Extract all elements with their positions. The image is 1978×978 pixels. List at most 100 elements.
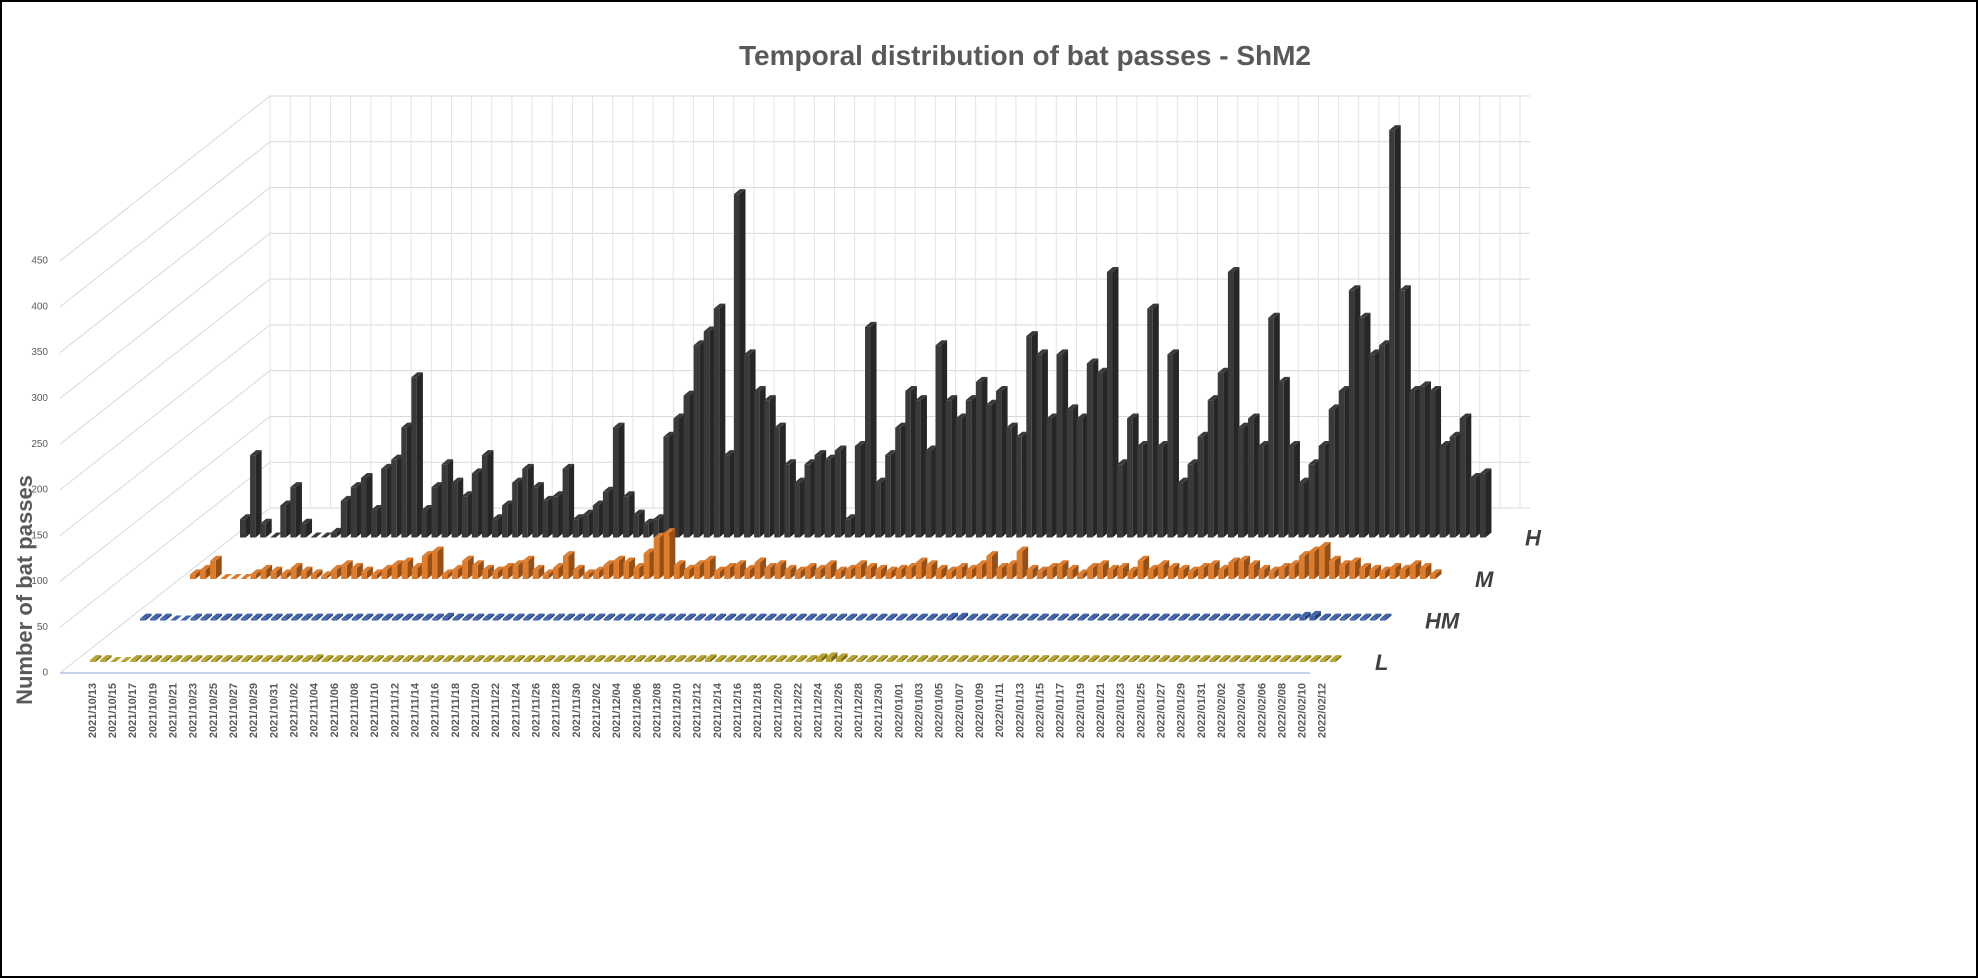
bar-top [1026,331,1038,337]
bar [1197,436,1204,538]
bar-side [961,413,968,538]
bar [875,569,882,579]
bar-top [846,655,858,661]
bar [794,482,800,538]
bar-side [437,482,444,538]
bar-side [285,500,292,538]
bar-top [714,613,727,619]
bar-side [1072,404,1079,538]
bar-top [1308,459,1321,465]
bar [1268,571,1275,579]
bar [361,571,367,579]
bar [1359,618,1366,621]
bar-top [271,613,283,619]
bar-top [795,655,808,661]
bar-side [608,486,615,538]
bar-top [1349,557,1361,563]
chart-title: Temporal distribution of bat passes - Sh… [739,40,1311,71]
bar [1016,436,1022,538]
bar-top [1097,613,1110,619]
bar [996,391,1002,538]
bar-side [1335,655,1342,662]
x-tick-label: 2022/02/10 [1297,683,1309,738]
bar [663,436,669,538]
bar [190,660,197,662]
bar [946,617,952,621]
bar-side [1193,566,1200,579]
bar-top [1046,413,1058,419]
x-tick-label: 2021/11/10 [369,683,381,737]
bar-top [1248,560,1261,566]
bar [1208,565,1214,579]
bar-side [1364,563,1371,579]
bar [1299,660,1306,662]
bar [886,660,892,662]
bar [1198,660,1205,662]
bar [1288,445,1294,538]
bar-top [180,615,192,621]
bar-side [598,500,605,538]
bar-side [720,655,727,662]
bar-top [814,450,827,456]
bar-top [673,413,686,419]
bar-side [780,560,787,579]
bar-top [683,564,696,570]
bar [1319,618,1325,621]
bar-side [1123,655,1130,662]
bar-side [256,569,263,579]
bar-side [1344,386,1351,538]
bar-top [291,613,303,619]
bar [805,660,812,662]
bar-top [835,613,848,619]
bar [241,660,247,662]
bar-top [421,551,434,557]
bar-top [745,655,757,661]
bar [1158,660,1165,662]
bar-top [945,395,958,401]
bar [1459,418,1466,538]
bar-top [1198,655,1211,661]
bar-top [775,655,788,661]
bar-top [725,655,737,661]
bar [997,660,1003,662]
bar-top [683,390,696,396]
bar [512,565,519,579]
bar-top [452,613,465,619]
bar [925,565,932,579]
bar [1188,618,1194,621]
bar-top [311,613,323,619]
bar-top [602,486,615,492]
bar-side [306,613,313,621]
bar-top [120,657,132,662]
bar [724,618,731,621]
bar [1228,562,1234,579]
bar [281,660,288,662]
bar-side [638,509,645,538]
bar-side [498,655,505,662]
legend-label: L [1375,650,1388,675]
bar-top [1127,613,1140,619]
bar-side [1214,655,1221,662]
bar-top [472,560,484,566]
bar-top [301,613,313,619]
bar-side [347,655,354,662]
bar [1097,565,1103,579]
bar [532,487,538,538]
bar-side [396,454,403,538]
bar-top [1469,472,1482,478]
bar-side [962,612,969,621]
bar [1278,381,1284,538]
bar [1077,660,1084,662]
bar-side [226,613,233,621]
bar-side [981,560,988,579]
bar-top [230,574,242,579]
x-tick-label: 2021/11/30 [571,683,583,737]
bar [754,618,761,621]
bar [331,618,338,621]
bar [734,618,741,621]
bar-top [483,655,495,661]
bar [352,660,358,662]
bar-top [1459,413,1472,419]
bar-top [583,569,595,575]
bar-top [513,655,525,661]
